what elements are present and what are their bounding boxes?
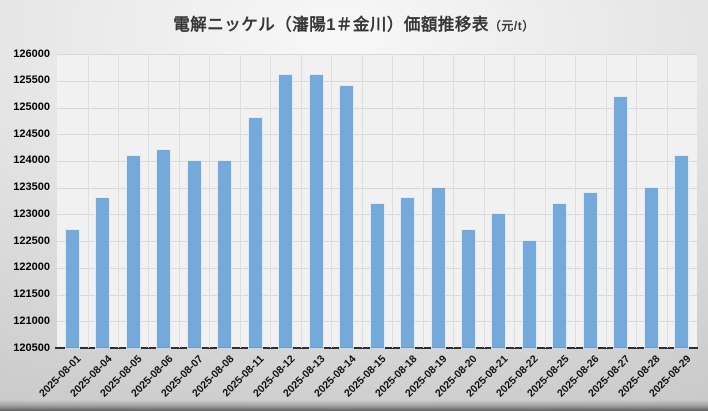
bar — [309, 75, 323, 348]
gridline-vertical — [148, 54, 150, 348]
y-axis-tick-label: 120500 — [13, 341, 50, 354]
y-axis-tick-label: 122000 — [13, 261, 50, 274]
plot-area — [55, 54, 698, 349]
y-axis-tick-label: 121500 — [13, 288, 50, 300]
x-axis-line — [55, 347, 698, 349]
bar — [65, 230, 79, 348]
gridline-horizontal — [57, 187, 697, 189]
bar — [187, 160, 201, 348]
bar — [492, 214, 506, 348]
bar — [583, 193, 597, 348]
gridline-vertical — [544, 54, 546, 348]
bar — [401, 198, 414, 348]
bar — [644, 187, 658, 348]
gridline-vertical — [422, 54, 424, 348]
gridline-vertical — [392, 54, 394, 348]
gridline-vertical — [483, 54, 485, 348]
y-axis-tick-label: 126000 — [13, 47, 50, 60]
gridline-vertical — [209, 54, 211, 348]
bar — [614, 96, 628, 348]
gridline-vertical — [87, 54, 89, 348]
y-axis-tick-label: 125500 — [13, 74, 50, 87]
gridline-vertical — [239, 54, 241, 348]
bar — [522, 241, 536, 348]
gridline-vertical — [514, 54, 516, 348]
bar — [675, 155, 689, 348]
x-axis-tick-label: 2025-08-01 — [37, 353, 84, 400]
bar — [157, 150, 171, 348]
y-axis-tick-label: 125000 — [13, 101, 50, 113]
chart-title-unit: （元/t） — [488, 19, 535, 33]
chart-title-text: 電解ニッケル（瀋陽1＃金川）価額推移表 — [173, 16, 489, 34]
gridline-vertical — [666, 54, 668, 348]
gridline-vertical — [178, 54, 180, 348]
gridline-horizontal — [57, 54, 697, 55]
gridline-vertical — [636, 54, 637, 348]
bar — [96, 198, 110, 348]
gridline-horizontal — [57, 80, 697, 82]
y-axis-tick-label: 124500 — [13, 127, 50, 140]
gridline-vertical — [453, 54, 455, 348]
y-axis-tick-label: 122500 — [13, 234, 50, 247]
y-axis-tick-label: 121000 — [13, 314, 50, 327]
bar — [218, 160, 232, 348]
gridline-horizontal — [57, 134, 697, 136]
bar — [248, 118, 262, 348]
y-axis-tick-label: 124000 — [13, 154, 50, 167]
chart-title: 電解ニッケル（瀋陽1＃金川）価額推移表（元/t） — [0, 11, 708, 35]
bar — [431, 187, 445, 348]
bar — [279, 75, 293, 348]
gridline-vertical — [300, 54, 302, 348]
bar — [461, 230, 475, 348]
gridline-horizontal — [57, 160, 697, 162]
gridline-vertical — [270, 54, 272, 348]
gridline-vertical — [118, 54, 119, 348]
bar — [370, 203, 384, 348]
gridline-vertical — [361, 54, 363, 348]
y-axis-tick-label: 123000 — [13, 207, 50, 220]
bar — [340, 86, 353, 348]
gridline-vertical — [331, 54, 333, 348]
gridline-horizontal — [57, 107, 697, 109]
gridline-vertical — [605, 54, 607, 348]
bar — [553, 203, 567, 348]
y-axis-tick-label: 123500 — [13, 181, 50, 194]
gridline-vertical — [575, 54, 577, 348]
bar — [126, 155, 140, 348]
